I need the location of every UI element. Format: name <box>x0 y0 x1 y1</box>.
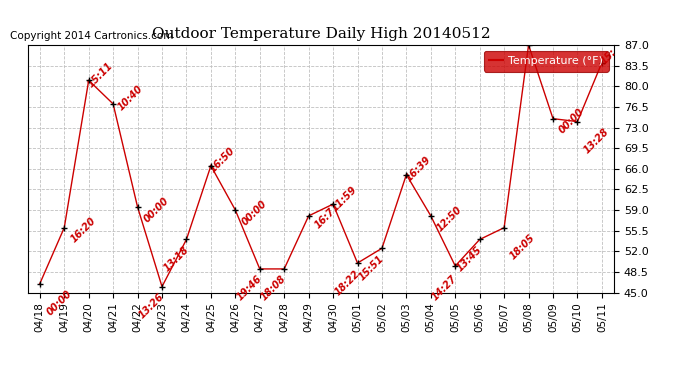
Text: 15:: 15: <box>599 48 618 67</box>
Text: 00:00: 00:00 <box>141 195 170 224</box>
Text: 15:51: 15:51 <box>357 253 386 282</box>
Text: 16:39: 16:39 <box>404 154 433 183</box>
Text: 16:20: 16:20 <box>68 216 97 245</box>
Legend: Temperature (°F): Temperature (°F) <box>484 51 609 72</box>
Text: 11:59: 11:59 <box>331 184 359 213</box>
Text: 18:08: 18:08 <box>259 274 288 303</box>
Text: 15:11: 15:11 <box>86 60 115 89</box>
Text: 10:40: 10:40 <box>116 84 145 113</box>
Text: 00:00: 00:00 <box>46 289 75 318</box>
Title: Outdoor Temperature Daily High 20140512: Outdoor Temperature Daily High 20140512 <box>152 27 490 41</box>
Text: 13:45: 13:45 <box>455 244 484 273</box>
Text: 14:27: 14:27 <box>431 274 459 303</box>
Text: 00:00: 00:00 <box>557 107 586 136</box>
Text: 13:26: 13:26 <box>137 292 166 321</box>
Text: 16:7: 16:7 <box>313 207 337 231</box>
Text: 00:00: 00:00 <box>239 198 268 227</box>
Text: 13:18: 13:18 <box>161 244 190 273</box>
Text: 12:50: 12:50 <box>435 204 464 233</box>
Text: 16:50: 16:50 <box>208 146 237 175</box>
Text: Copyright 2014 Cartronics.com: Copyright 2014 Cartronics.com <box>10 32 174 41</box>
Text: 19:46: 19:46 <box>235 274 264 303</box>
Text: 13:28: 13:28 <box>582 127 611 156</box>
Text: 18:22: 18:22 <box>333 268 362 297</box>
Text: 18:05: 18:05 <box>509 232 538 262</box>
